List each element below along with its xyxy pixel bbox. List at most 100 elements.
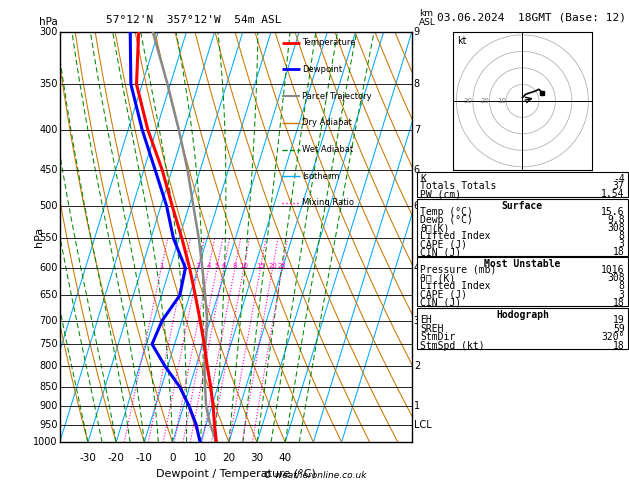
- Text: Parcel Trajectory: Parcel Trajectory: [302, 92, 372, 101]
- Text: Most Unstable: Most Unstable: [484, 259, 560, 269]
- Text: 18: 18: [613, 247, 625, 258]
- Text: 800: 800: [40, 361, 58, 371]
- Text: 300: 300: [40, 27, 58, 36]
- Text: 59: 59: [613, 324, 625, 334]
- Text: 2: 2: [182, 263, 186, 269]
- Text: 0: 0: [169, 452, 175, 463]
- Text: SREH: SREH: [420, 324, 443, 334]
- Text: CAPE (J): CAPE (J): [420, 239, 467, 249]
- Text: 10: 10: [194, 452, 207, 463]
- Text: 8: 8: [414, 79, 420, 89]
- Text: Dewpoint / Temperature (°C): Dewpoint / Temperature (°C): [156, 469, 316, 479]
- Text: 900: 900: [40, 401, 58, 411]
- Text: Lifted Index: Lifted Index: [420, 231, 491, 241]
- Text: 37: 37: [613, 181, 625, 191]
- Text: 7: 7: [414, 125, 420, 135]
- Text: 4: 4: [206, 263, 211, 269]
- Text: 3: 3: [619, 290, 625, 300]
- Text: Dewp (°C): Dewp (°C): [420, 215, 473, 225]
- Text: 1016: 1016: [601, 265, 625, 275]
- Text: 30: 30: [464, 98, 473, 104]
- Text: 10: 10: [239, 263, 248, 269]
- Text: 40: 40: [279, 452, 292, 463]
- Text: km
ASL: km ASL: [419, 9, 436, 28]
- Text: -20: -20: [108, 452, 125, 463]
- Text: 6: 6: [221, 263, 226, 269]
- Text: 4: 4: [414, 263, 420, 273]
- Text: 8: 8: [619, 281, 625, 292]
- Text: 03.06.2024  18GMT (Base: 12): 03.06.2024 18GMT (Base: 12): [437, 12, 626, 22]
- Text: 8: 8: [233, 263, 237, 269]
- Text: θᴄ(K): θᴄ(K): [420, 223, 450, 233]
- Text: Hodograph: Hodograph: [496, 310, 549, 320]
- Text: 20: 20: [481, 98, 489, 104]
- Text: 600: 600: [40, 263, 58, 273]
- Text: 9.8: 9.8: [607, 215, 625, 225]
- Text: 850: 850: [40, 382, 58, 392]
- Text: 18: 18: [613, 341, 625, 350]
- Text: 350: 350: [40, 79, 58, 89]
- Text: 400: 400: [40, 125, 58, 135]
- Text: -10: -10: [136, 452, 153, 463]
- Text: 20: 20: [222, 452, 235, 463]
- Text: hPa: hPa: [33, 227, 43, 247]
- Text: Mixing Ratio (g/kg): Mixing Ratio (g/kg): [428, 197, 437, 277]
- Text: -4: -4: [613, 174, 625, 184]
- Text: CIN (J): CIN (J): [420, 247, 461, 258]
- Text: 2: 2: [414, 361, 420, 371]
- Text: 20: 20: [268, 263, 277, 269]
- Text: 10: 10: [497, 98, 506, 104]
- Text: 3: 3: [414, 315, 420, 326]
- Text: StmDir: StmDir: [420, 332, 455, 342]
- Text: 450: 450: [40, 165, 58, 175]
- Text: Wet Adiabat: Wet Adiabat: [302, 145, 353, 154]
- Text: CAPE (J): CAPE (J): [420, 290, 467, 300]
- Text: LCL: LCL: [414, 420, 431, 430]
- Text: 15.6: 15.6: [601, 207, 625, 217]
- Text: 1: 1: [414, 401, 420, 411]
- Text: 320°: 320°: [601, 332, 625, 342]
- Text: 1000: 1000: [33, 437, 58, 447]
- Text: 700: 700: [40, 315, 58, 326]
- Text: 8: 8: [619, 231, 625, 241]
- Text: Dewpoint: Dewpoint: [302, 65, 342, 74]
- Text: Mixing Ratio: Mixing Ratio: [302, 198, 354, 208]
- Text: Pressure (mb): Pressure (mb): [420, 265, 496, 275]
- Text: K: K: [420, 174, 426, 184]
- Text: 1: 1: [159, 263, 164, 269]
- Text: θᴄ (K): θᴄ (K): [420, 273, 455, 283]
- Text: 1.54: 1.54: [601, 190, 625, 199]
- Text: 5: 5: [214, 263, 219, 269]
- Text: 308: 308: [607, 273, 625, 283]
- Text: Temperature: Temperature: [302, 38, 355, 47]
- Text: Totals Totals: Totals Totals: [420, 181, 496, 191]
- Text: kt: kt: [457, 36, 467, 46]
- Text: -30: -30: [79, 452, 96, 463]
- Text: 3: 3: [196, 263, 201, 269]
- Text: Temp (°C): Temp (°C): [420, 207, 473, 217]
- Text: 25: 25: [278, 263, 287, 269]
- Text: 57°12'N  357°12'W  54m ASL: 57°12'N 357°12'W 54m ASL: [106, 16, 281, 25]
- Text: EH: EH: [420, 315, 432, 326]
- Text: Dry Adiabat: Dry Adiabat: [302, 119, 352, 127]
- Text: 3: 3: [619, 239, 625, 249]
- Text: 750: 750: [40, 339, 58, 349]
- Text: 9: 9: [414, 27, 420, 36]
- Text: 30: 30: [250, 452, 264, 463]
- Text: 950: 950: [40, 420, 58, 430]
- Text: CIN (J): CIN (J): [420, 298, 461, 308]
- Text: hPa: hPa: [38, 17, 57, 28]
- Text: 6: 6: [414, 201, 420, 211]
- Text: 19: 19: [613, 315, 625, 326]
- Text: © weatheronline.co.uk: © weatheronline.co.uk: [263, 471, 366, 480]
- Text: 18: 18: [613, 298, 625, 308]
- Text: 550: 550: [40, 233, 58, 243]
- Text: Lifted Index: Lifted Index: [420, 281, 491, 292]
- Text: 650: 650: [40, 290, 58, 300]
- Text: Surface: Surface: [502, 201, 543, 211]
- Text: PW (cm): PW (cm): [420, 190, 461, 199]
- Text: 6: 6: [414, 165, 420, 175]
- Text: 500: 500: [40, 201, 58, 211]
- Text: 308: 308: [607, 223, 625, 233]
- Text: 15: 15: [256, 263, 265, 269]
